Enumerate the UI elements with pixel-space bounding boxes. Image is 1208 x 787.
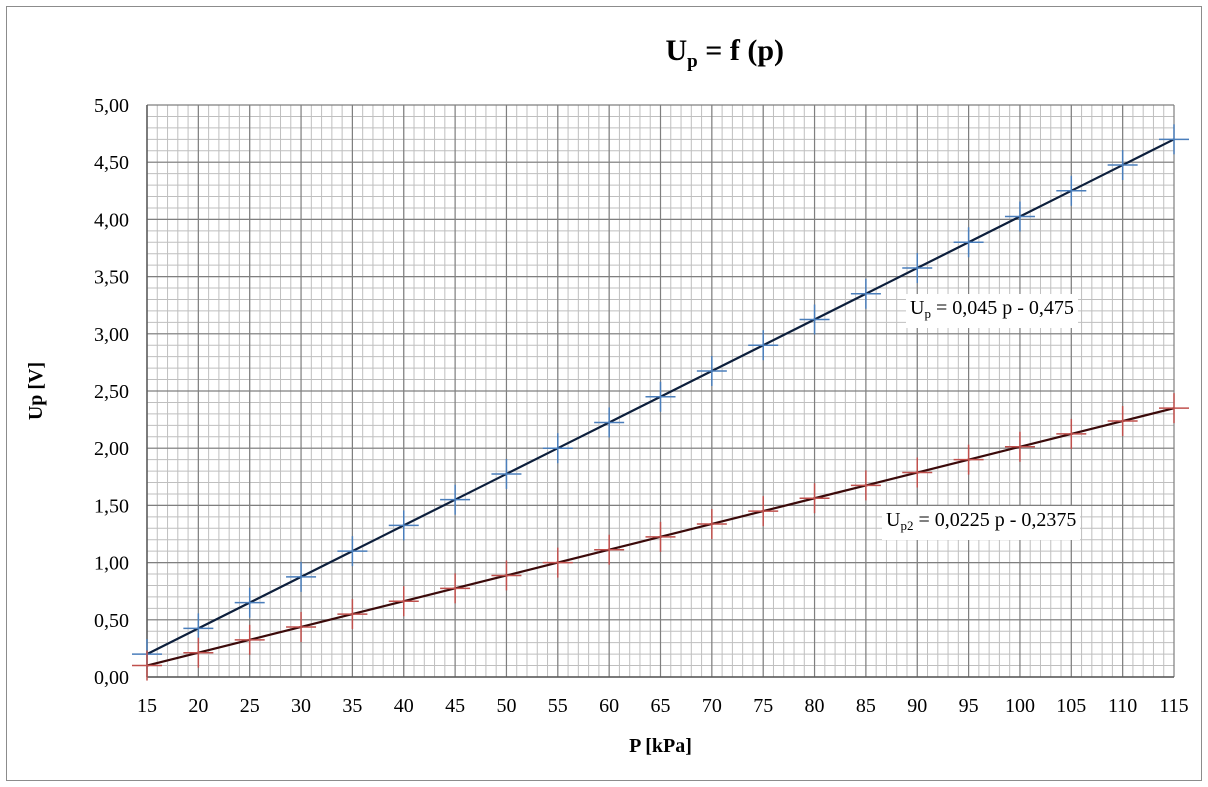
data-point-marker (337, 536, 368, 567)
y-tick-label: 3,00 (94, 324, 129, 346)
y-tick-label: 5,00 (94, 95, 129, 117)
chart-title-sub: p (687, 51, 698, 72)
x-tick-label: 85 (856, 695, 876, 717)
x-tick-label: 20 (188, 695, 208, 717)
x-tick-label: 70 (702, 695, 722, 717)
data-point-marker (645, 381, 676, 412)
y-tick-label: 1,00 (94, 553, 129, 575)
data-point-marker (388, 510, 419, 541)
x-tick-label: 90 (907, 695, 927, 717)
x-tick-label: 65 (651, 695, 671, 717)
data-point-marker (953, 444, 984, 475)
y-tick-label: 2,00 (94, 438, 129, 460)
data-point-marker (234, 624, 265, 655)
data-point-marker (286, 611, 317, 642)
data-point-marker (388, 586, 419, 617)
data-point-marker (1107, 150, 1138, 181)
data-point-marker (748, 330, 779, 361)
data-point-marker (491, 458, 522, 489)
data-point-marker (491, 560, 522, 591)
axes (146, 105, 1174, 678)
chart-title-main: U (665, 34, 688, 67)
y-tick-label: 3,50 (94, 267, 129, 289)
x-tick-label: 30 (291, 695, 311, 717)
data-point-marker (1107, 406, 1138, 437)
x-axis-label: P [kPa] (629, 735, 692, 757)
data-point-marker (953, 227, 984, 258)
x-tick-label: 40 (394, 695, 414, 717)
series-0 (132, 124, 1189, 670)
data-point-marker (286, 561, 317, 592)
equation-lower-text: = 0,0225 p - 0,2375 (913, 509, 1077, 531)
data-point-marker (594, 534, 625, 565)
x-tick-label: 100 (1005, 695, 1035, 717)
y-tick-label: 0,50 (94, 610, 129, 632)
data-point-marker (132, 650, 162, 681)
x-tick-label: 35 (342, 695, 362, 717)
x-tick-label: 55 (548, 695, 568, 717)
equation-upper-var: U (910, 297, 925, 319)
x-tick-label: 15 (137, 695, 157, 717)
x-tick-label: 115 (1159, 695, 1188, 717)
data-point-marker (1056, 418, 1087, 449)
data-point-marker (799, 483, 830, 514)
data-point-marker (799, 304, 830, 335)
x-tick-labels: 15 20 25 30 35 40 45 50 55 60 65 70 75 80 85 90 95 100 105… (137, 695, 1189, 717)
x-tick-label: 25 (240, 695, 260, 717)
x-tick-label: 45 (445, 695, 465, 717)
series-1 (132, 393, 1189, 681)
x-tick-label: 50 (496, 695, 516, 717)
data-point-marker (696, 355, 727, 386)
data-point-marker (337, 599, 368, 630)
data-point-marker (902, 253, 933, 284)
data-point-marker (234, 587, 265, 618)
y-tick-label: 2,50 (94, 381, 129, 403)
data-point-marker (1056, 175, 1087, 206)
series-equation-upper: Up = 0,045 p - 0,475 (906, 294, 1078, 328)
y-tick-labels: 0,00 0,50 1,00 1,50 2,00 2,50 3,00 3,50 4,00 4,50… (94, 95, 129, 689)
data-point-marker (645, 521, 676, 552)
data-point-marker (696, 508, 727, 539)
data-point-marker (748, 496, 779, 527)
data-point-marker (542, 433, 573, 464)
data-point-marker (1004, 201, 1035, 232)
chart-frame (6, 6, 1202, 781)
data-point-marker (1159, 124, 1189, 155)
x-tick-label: 95 (959, 695, 979, 717)
x-tick-label: 80 (805, 695, 825, 717)
y-tick-label: 4,00 (94, 209, 129, 231)
chart-title: Up = f (p) (0, 34, 785, 72)
y-tick-label: 1,50 (94, 495, 129, 517)
y-tick-label: 0,00 (94, 667, 129, 689)
x-tick-label: 60 (599, 695, 619, 717)
data-point-marker (183, 637, 214, 668)
y-tick-label: 4,50 (94, 152, 129, 174)
data-point-marker (440, 573, 471, 604)
data-point-marker (902, 457, 933, 488)
data-point-marker (850, 278, 881, 309)
equation-upper-text: = 0,045 p - 0,475 (930, 297, 1074, 319)
data-point-marker (594, 407, 625, 438)
data-point-marker (1004, 431, 1035, 462)
data-point-marker (850, 470, 881, 501)
equation-upper-sub: p (924, 306, 931, 321)
x-tick-label: 110 (1108, 695, 1137, 717)
y-axis-label: Up [V] (25, 362, 47, 420)
series-equation-lower: Up2 = 0,0225 p - 0,2375 (882, 506, 1081, 540)
chart-title-rest: = f (p) (697, 34, 784, 67)
x-tick-label: 105 (1056, 695, 1086, 717)
major-grid (146, 104, 1175, 678)
data-point-marker (440, 484, 471, 515)
series-layer (132, 124, 1189, 681)
data-point-marker (542, 547, 573, 578)
equation-lower-sub: p2 (900, 518, 914, 533)
equation-lower-var: U (886, 509, 901, 531)
x-tick-label: 75 (753, 695, 773, 717)
data-point-marker (1159, 393, 1189, 424)
